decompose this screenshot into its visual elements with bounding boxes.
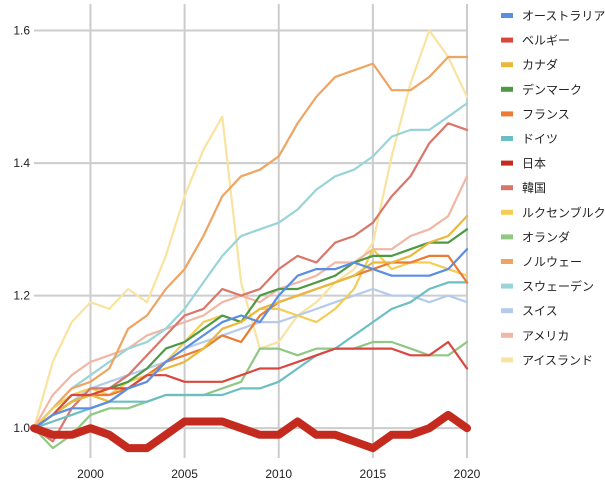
legend-label: オランダ: [522, 229, 570, 244]
legend-swatch: [501, 283, 513, 289]
legend: オーストラリアベルギーカナダデンマークフランスドイツ日本韓国ルクセンブルクオラン…: [501, 9, 605, 367]
series-line-0: [32, 248, 469, 430]
x-tick-label: 2020: [454, 467, 481, 481]
x-tick-label: 2010: [265, 467, 292, 481]
legend-swatch: [501, 234, 513, 240]
y-tick-label: 1.6: [13, 24, 30, 38]
legend-label: デンマーク: [522, 82, 582, 97]
legend-swatch: [501, 332, 513, 338]
legend-swatch: [501, 13, 513, 18]
series-line-10: [32, 55, 469, 430]
legend-label: スイス: [522, 304, 558, 318]
legend-label: カナダ: [522, 57, 558, 72]
legend-swatch: [501, 357, 513, 363]
series-line-7: [32, 122, 469, 443]
series-line-1: [32, 340, 469, 430]
x-tick-label: 2000: [77, 467, 104, 481]
series-line-13: [32, 175, 469, 430]
x-tick-label: 2015: [360, 467, 387, 481]
series-line-4: [32, 254, 469, 430]
legend-label: ドイツ: [522, 132, 558, 146]
series-line-12: [32, 287, 469, 430]
legend-swatch: [501, 37, 513, 43]
legend-swatch: [501, 209, 513, 215]
legend-swatch: [501, 259, 513, 264]
series-line-11: [32, 102, 469, 430]
legend-swatch: [501, 308, 513, 314]
legend-swatch: [501, 136, 513, 141]
legend-label: スウェーデン: [522, 279, 594, 294]
series-line-9: [32, 340, 469, 450]
series-line-2: [32, 215, 469, 430]
legend-label: ルクセンブルク: [522, 205, 605, 220]
legend-swatch: [501, 185, 513, 191]
grid-lines: [34, 4, 468, 458]
legend-swatch: [501, 62, 513, 68]
legend-swatch: [501, 86, 513, 92]
legend-label: オーストラリア: [522, 9, 605, 23]
legend-label: 韓国: [522, 181, 546, 195]
legend-label: 日本: [522, 157, 546, 171]
series-line-6: [30, 410, 471, 453]
y-tick-label: 1.0: [13, 421, 30, 435]
legend-swatch: [501, 160, 513, 166]
legend-swatch: [501, 111, 513, 117]
axis-ticks: 2000 2005 2010 2015 2020 1.0 1.2 1.4 1.6: [13, 24, 480, 481]
series-lines: [30, 29, 471, 453]
x-tick-label: 2005: [171, 467, 198, 481]
legend-label: ノルウェー: [522, 255, 582, 269]
y-tick-label: 1.2: [13, 289, 30, 303]
legend-label: アイスランド: [522, 353, 593, 367]
y-tick-label: 1.4: [13, 156, 30, 170]
legend-label: アメリカ: [522, 329, 569, 343]
legend-label: フランス: [522, 107, 570, 121]
legend-label: ベルギー: [522, 34, 570, 48]
